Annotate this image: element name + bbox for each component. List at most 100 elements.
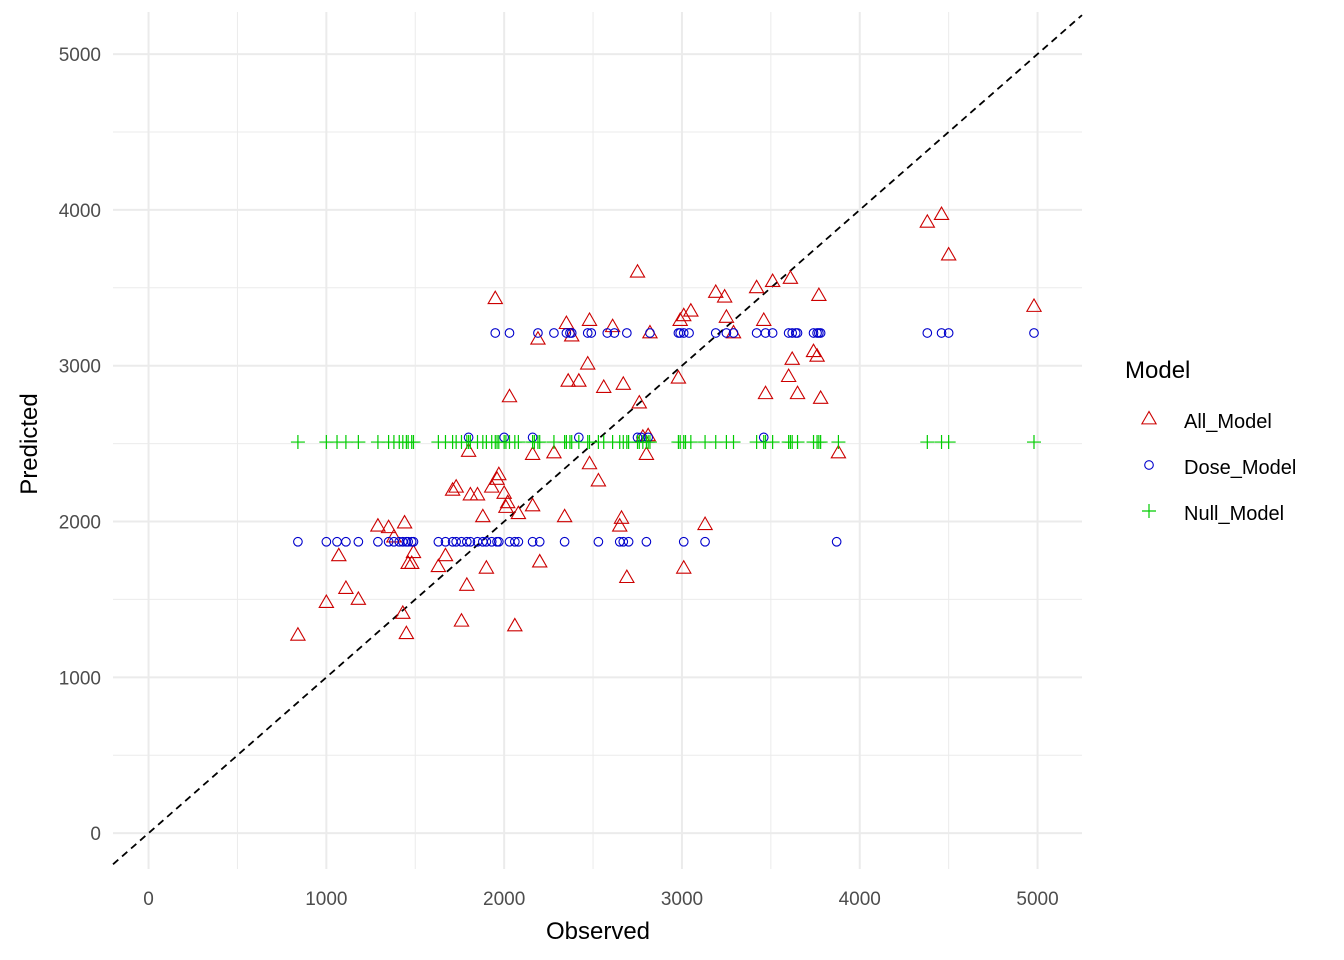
legend-item-dose-model: Dose_Model	[1144, 457, 1296, 479]
triangle-point	[716, 288, 733, 303]
triangle-point	[556, 508, 573, 523]
triangle-point	[590, 472, 607, 487]
triangle-point	[350, 590, 367, 605]
circle-point	[513, 536, 524, 547]
triangle-point	[670, 369, 687, 384]
circle-point	[433, 536, 444, 547]
series-all-model	[289, 205, 1043, 641]
circle-point	[533, 328, 543, 338]
plus-point	[813, 435, 828, 450]
triangle-point	[560, 372, 577, 387]
circle-point	[760, 328, 771, 338]
legend-label: All_Model	[1184, 411, 1272, 433]
x-tick-label: 3000	[661, 889, 703, 910]
circle-point	[684, 328, 694, 338]
triangle-point	[618, 569, 635, 584]
circle-point	[481, 536, 492, 547]
triangle-point	[524, 445, 541, 460]
triangle-point	[919, 213, 936, 228]
tick-labels: 0 1000 2000 3000 4000 5000 0 1000 2000 3000 4000 50…	[59, 45, 1059, 910]
triangle-point	[784, 350, 801, 365]
circle-point	[341, 536, 351, 547]
circle-point	[700, 536, 710, 547]
triangle-point	[453, 612, 470, 627]
triangle-point	[757, 385, 774, 400]
triangle-point	[672, 311, 689, 326]
triangle-point	[289, 626, 306, 641]
x-tick-label: 1000	[305, 889, 347, 910]
circle-point	[486, 536, 497, 547]
triangle-point	[780, 368, 797, 383]
circle-point	[618, 536, 629, 547]
triangle-point	[940, 246, 957, 261]
circle-point	[678, 536, 689, 547]
circle-point	[440, 536, 451, 547]
triangle-point	[707, 283, 724, 298]
plus-point	[941, 435, 956, 450]
triangle-point	[385, 528, 402, 543]
triangle-point	[506, 617, 523, 632]
triangle-point	[394, 604, 411, 619]
triangle-point	[629, 263, 646, 278]
triangle-point	[809, 347, 826, 362]
circle-point	[383, 536, 394, 547]
reference-line	[112, 14, 1083, 866]
circle-point	[602, 328, 613, 338]
y-tick-label: 2000	[59, 513, 101, 534]
plus-point	[511, 435, 526, 450]
triangle-point	[810, 286, 827, 302]
triangle-point	[330, 547, 347, 562]
plus-point	[765, 435, 780, 450]
triangle-point	[497, 498, 515, 513]
circle-point	[1029, 328, 1039, 338]
triangle-point	[579, 355, 596, 370]
triangle-point	[380, 519, 397, 534]
circle-point	[549, 328, 559, 338]
triangle-point	[510, 505, 527, 520]
circle-point	[461, 536, 472, 547]
plus-point	[642, 435, 657, 450]
triangle-point	[613, 509, 630, 524]
y-tick-label: 5000	[59, 45, 101, 66]
triangle-point	[638, 445, 655, 460]
circle-point	[678, 328, 689, 338]
triangle-point	[396, 514, 413, 529]
circle-point	[721, 328, 732, 338]
x-tick-label: 0	[143, 889, 154, 910]
circle-point	[623, 536, 634, 547]
x-tick-label: 2000	[483, 889, 525, 910]
triangle-point	[444, 481, 461, 496]
y-tick-label: 1000	[59, 668, 101, 689]
plus-point	[726, 435, 741, 450]
circle-point	[321, 536, 332, 547]
triangle-point	[604, 318, 621, 333]
triangle-point	[615, 375, 632, 390]
triangle-point	[782, 269, 799, 284]
triangle-point	[570, 372, 587, 387]
circle-point	[527, 536, 538, 547]
triangle-point	[1025, 297, 1043, 312]
triangle-point	[499, 494, 516, 509]
triangle-point	[430, 558, 447, 573]
plus-point	[790, 435, 805, 450]
triangle-point	[529, 330, 547, 345]
circle-point	[936, 328, 947, 338]
triangle-point	[830, 444, 847, 459]
data-points	[289, 205, 1043, 641]
triangle-point	[318, 593, 335, 608]
reference-line-group	[112, 14, 1083, 866]
circle-point	[831, 536, 842, 547]
circle-point	[504, 328, 515, 338]
triangle-point	[398, 625, 415, 640]
y-axis-title: Predicted	[16, 393, 43, 494]
triangle-point	[933, 205, 950, 220]
circle-point	[751, 328, 762, 338]
circle-point	[534, 536, 545, 547]
triangle-point	[682, 302, 699, 317]
circle-point	[582, 328, 593, 338]
triangle-point	[460, 442, 477, 457]
triangle-point	[748, 279, 765, 294]
legend-title: Model	[1125, 357, 1190, 384]
circle-point	[808, 328, 819, 338]
